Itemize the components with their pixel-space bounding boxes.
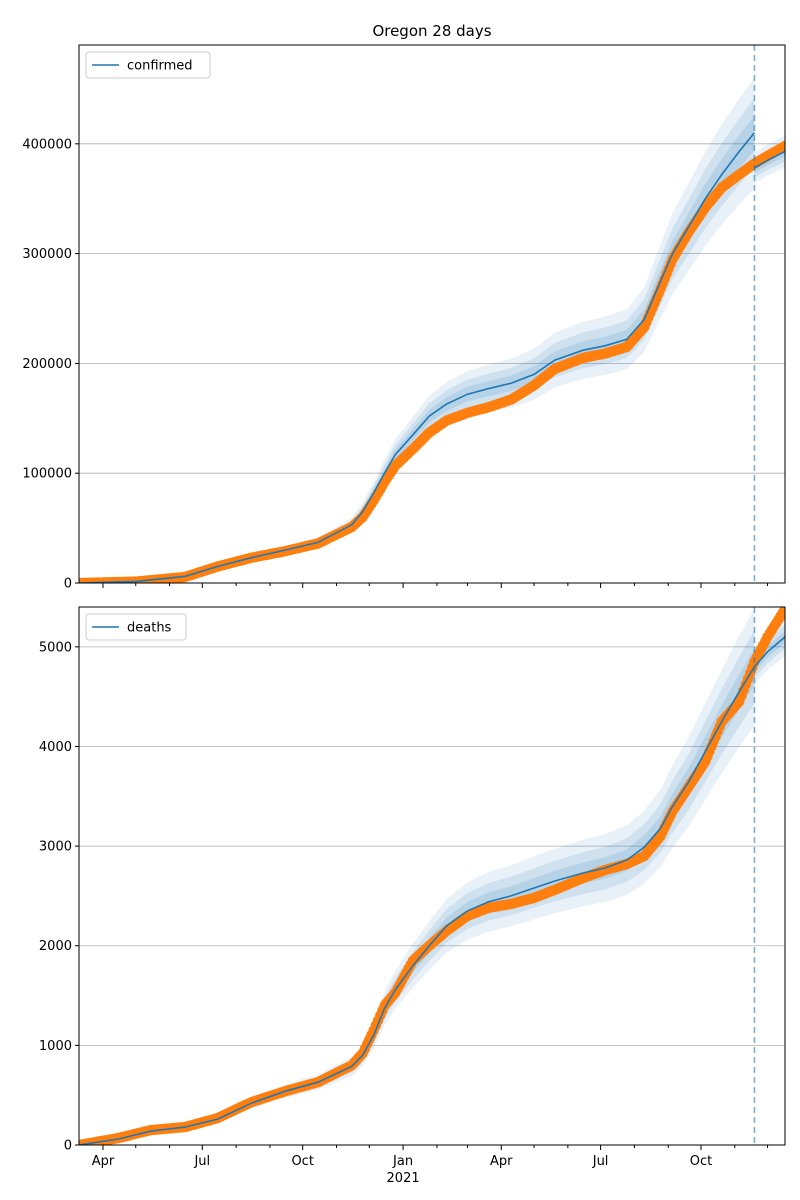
legend-label: confirmed [127,59,193,74]
axes-frame [78,606,786,1146]
legend: deaths [85,613,187,641]
chart-title: Oregon 28 days [372,22,491,40]
observed-point [779,140,785,152]
y-tick-label: 4000 [39,740,72,755]
y-tick-label: 3000 [39,840,72,855]
observed-series [79,607,785,1145]
plot-area [79,607,785,1145]
x-tick-label: Oct [291,1154,313,1169]
plot-area [79,77,785,583]
x-tick-label: Jul [193,1154,210,1169]
y-tick-label: 1000 [39,1039,72,1054]
observed-point [779,607,785,615]
axes-frame [78,44,786,584]
x-tick-label: Oct [690,1154,712,1169]
model-line [79,666,756,1145]
legend-box [85,51,211,79]
x-tick-label: Apr [92,1154,115,1169]
forecast-line [753,636,785,668]
uncertainty-band [754,618,785,685]
model-line [79,132,756,583]
uncertainty-band [79,630,755,1145]
x-tick-label: Jan [392,1154,413,1169]
y-tick-label: 0 [64,577,72,592]
y-tick-label: 0 [64,1139,72,1154]
x-tick-label: Apr [490,1154,513,1169]
x-year-label: 2021 [387,1171,420,1186]
y-tick-label: 100000 [22,467,72,482]
uncertainty-band [754,631,785,673]
y-tick-label: 200000 [22,357,72,372]
y-tick-label: 2000 [39,939,72,954]
uncertainty-band [79,77,755,583]
y-tick-label: 300000 [22,247,72,262]
legend-box [85,613,187,641]
uncertainty-band [79,608,755,1145]
legend: confirmed [85,51,211,79]
y-tick-label: 5000 [39,640,72,655]
uncertainty-band [79,648,755,1145]
deaths-panel: 0 1000 2000 3000 4000 5000 Apr Jul Oct Jan Apr Jul O… [39,606,786,1186]
uncertainty-band [79,98,755,583]
y-tick-label: 400000 [22,137,72,152]
uncertainty-band [79,115,755,583]
legend-label: deaths [127,621,172,636]
confirmed-panel: 0 100000 200000 300000 400000 Oregon 28 days c… [22,22,786,592]
x-tick-label: Jul [592,1154,609,1169]
forecast-line [753,150,785,169]
uncertainty-band [754,625,785,678]
